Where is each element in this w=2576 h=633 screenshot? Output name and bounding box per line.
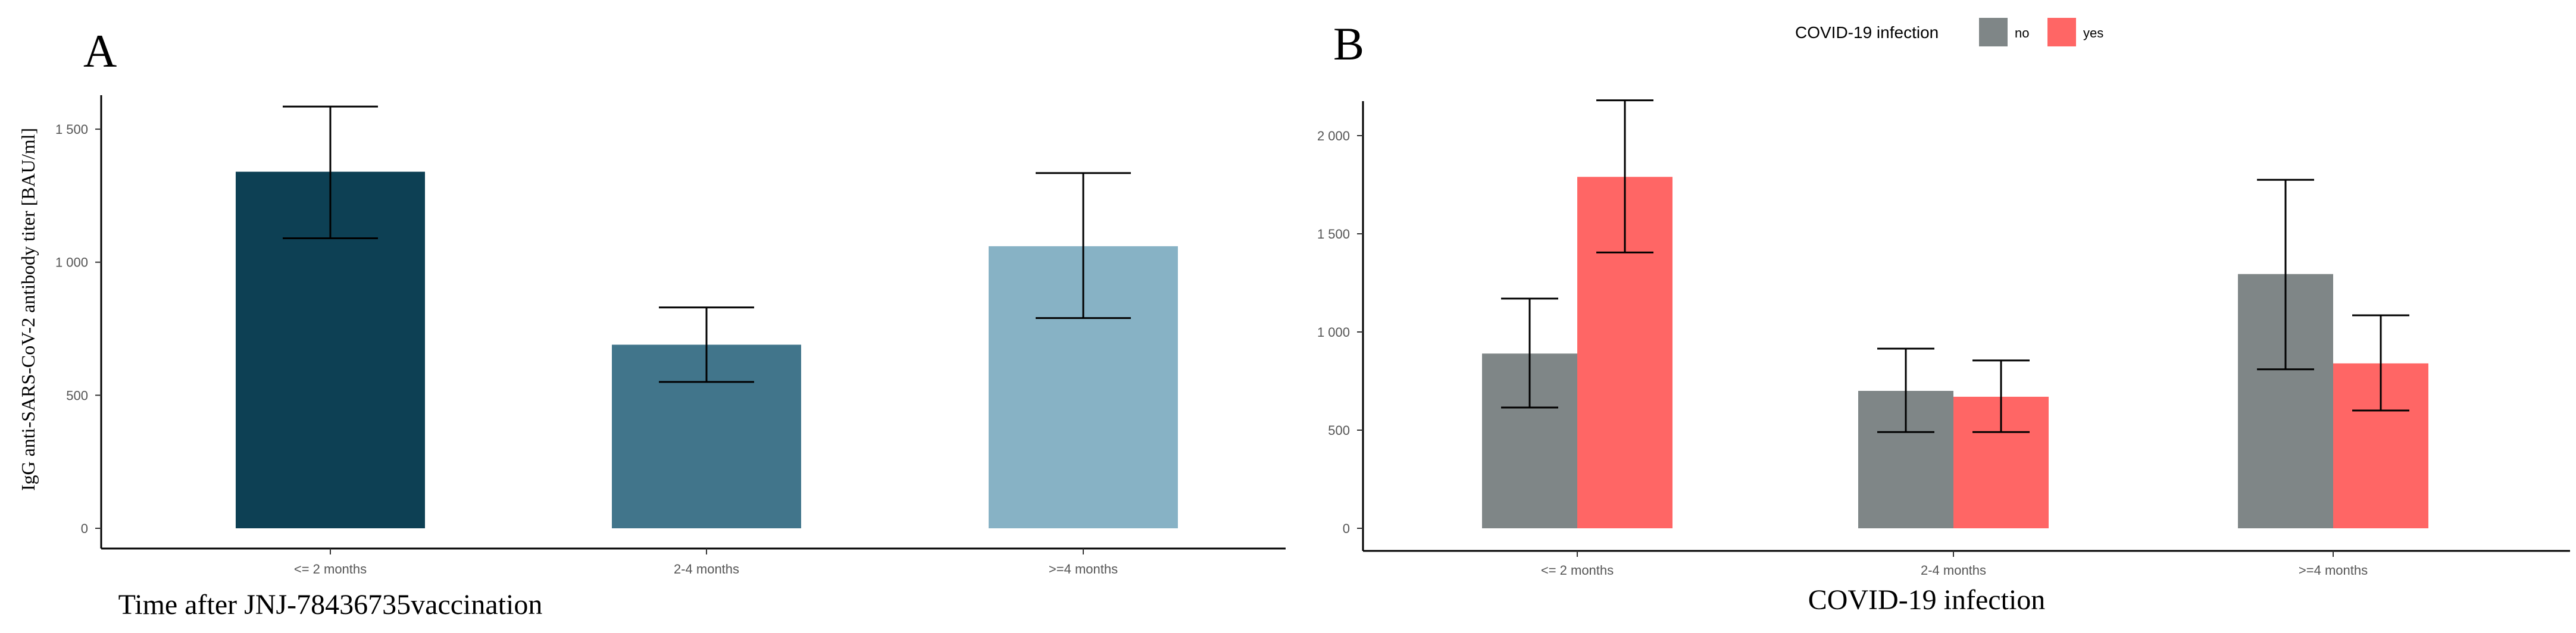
y-tick-label: 1 500 [1317, 227, 1350, 242]
panel-b-plot-area: 0 500 1 000 1 500 2 000 <= 2 months 2-4 months… [1317, 99, 2570, 578]
y-tick-label: 2 000 [1317, 129, 1350, 143]
y-tick-label: 500 [1328, 423, 1350, 438]
error-bar-yes [1972, 359, 2030, 433]
panel-letter-a: A [83, 25, 117, 77]
error-bar [1036, 172, 1131, 319]
x-tick-label: 2-4 months [1921, 563, 1986, 578]
panel-b: B COVID-19 infection COVID-19 infection … [1317, 18, 2570, 616]
y-tick-label: 0 [81, 521, 88, 536]
panel-a-x-axis-label: Time after JNJ-78436735vaccination [118, 589, 543, 621]
error-bar-no [2257, 178, 2314, 371]
error-bar [283, 105, 378, 239]
error-bar-no [1501, 297, 1558, 409]
y-tick-label: 1 500 [55, 122, 88, 137]
legend-title: COVID-19 infection [1795, 23, 1939, 42]
panel-b-legend: COVID-19 infection no yes [1795, 18, 2103, 46]
y-tick-label: 500 [66, 388, 88, 403]
error-bar-no [1877, 347, 1934, 433]
panel-a-plot-area: 0 500 1 000 1 500 <= 2 months 2-4 months >=4 m… [55, 95, 1286, 576]
x-tick-label: 2-4 months [674, 562, 739, 576]
x-tick-label: >=4 months [2299, 563, 2368, 578]
panel-a-y-axis-label: IgG anti-SARS-CoV-2 antibody titer [BAU/… [17, 128, 39, 491]
legend-swatch-no [1979, 18, 2008, 46]
x-tick-label: >=4 months [1049, 562, 1118, 576]
legend-swatch-yes [2047, 18, 2076, 46]
error-bar-yes [1596, 99, 1653, 253]
y-tick-label: 1 000 [1317, 325, 1350, 340]
x-tick-label: <= 2 months [1541, 563, 1614, 578]
panel-a: A IgG anti-SARS-CoV-2 antibody titer [BA… [17, 25, 1286, 621]
panel-letter-b: B [1333, 18, 1364, 70]
x-tick-label: <= 2 months [294, 562, 367, 576]
legend-label-yes: yes [2083, 26, 2103, 40]
panel-b-x-axis-label: COVID-19 infection [1808, 584, 2046, 616]
error-bar [659, 306, 754, 383]
y-tick-label: 0 [1343, 521, 1350, 536]
y-tick-label: 1 000 [55, 255, 88, 270]
legend-label-no: no [2015, 26, 2029, 40]
error-bar-yes [2352, 314, 2409, 412]
